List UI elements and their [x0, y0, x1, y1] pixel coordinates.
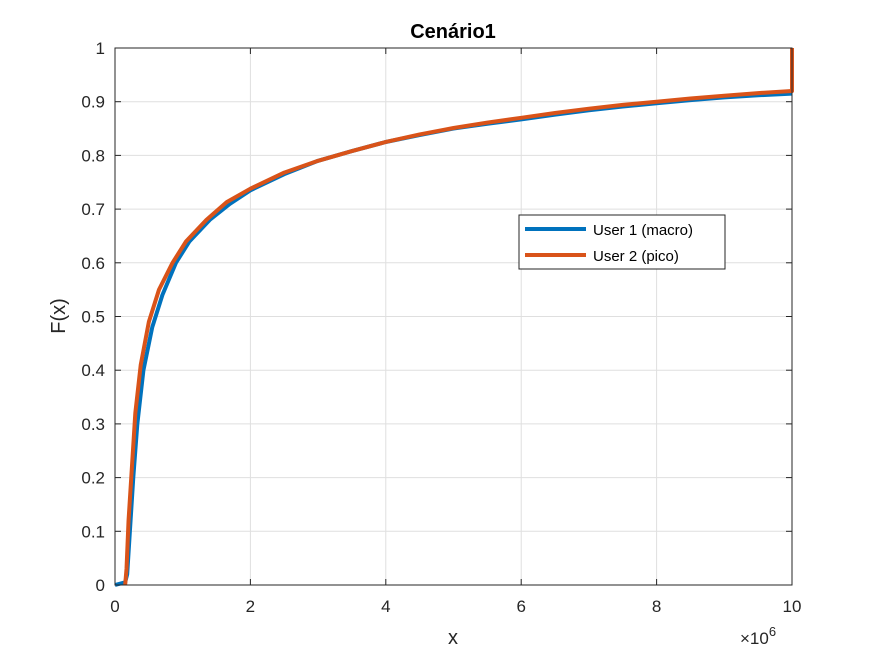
y-tick-label: 0 [96, 576, 105, 595]
legend-label-user-1: User 1 (macro) [593, 222, 693, 239]
series-layer [114, 48, 794, 587]
y-tick-label: 0.9 [81, 93, 105, 112]
chart-title: Cenário1 [410, 21, 496, 43]
y-tick-label: 0.1 [81, 522, 105, 541]
series-line-user-2 [123, 48, 794, 586]
x-tick-label: 10 [783, 597, 802, 616]
x-tick-label: 2 [246, 597, 255, 616]
y-tick-label: 0.8 [81, 146, 105, 165]
tick-marks [114, 47, 793, 586]
x-exponent-power: 6 [769, 624, 776, 639]
x-exponent-base: ×10 [740, 629, 769, 648]
y-tick-label: 0.3 [81, 415, 105, 434]
x-axis-label: x [448, 627, 458, 649]
x-exponent-label: ×106 [740, 624, 776, 648]
y-tick-label: 0.7 [81, 200, 105, 219]
y-tick-label: 0.6 [81, 254, 105, 273]
legend: User 1 (macro) User 2 (pico) [518, 214, 726, 270]
tick-labels: 0 2 4 6 8 10 0 0.1 0.2 0.3 0.4 0.5 0.6 0.7 0.8 0.9 1 [81, 39, 801, 616]
grid-lines [114, 47, 793, 586]
y-tick-label: 0.5 [81, 308, 105, 327]
y-tick-label: 0.2 [81, 469, 105, 488]
x-tick-label: 4 [381, 597, 390, 616]
legend-box [518, 214, 726, 270]
y-axis-label: F(x) [48, 298, 70, 334]
x-tick-label: 6 [516, 597, 525, 616]
y-tick-label: 1 [96, 39, 105, 58]
y-tick-label: 0.4 [81, 361, 105, 380]
x-tick-label: 0 [110, 597, 119, 616]
x-tick-label: 8 [652, 597, 661, 616]
legend-label-user-2: User 2 (pico) [593, 248, 679, 265]
